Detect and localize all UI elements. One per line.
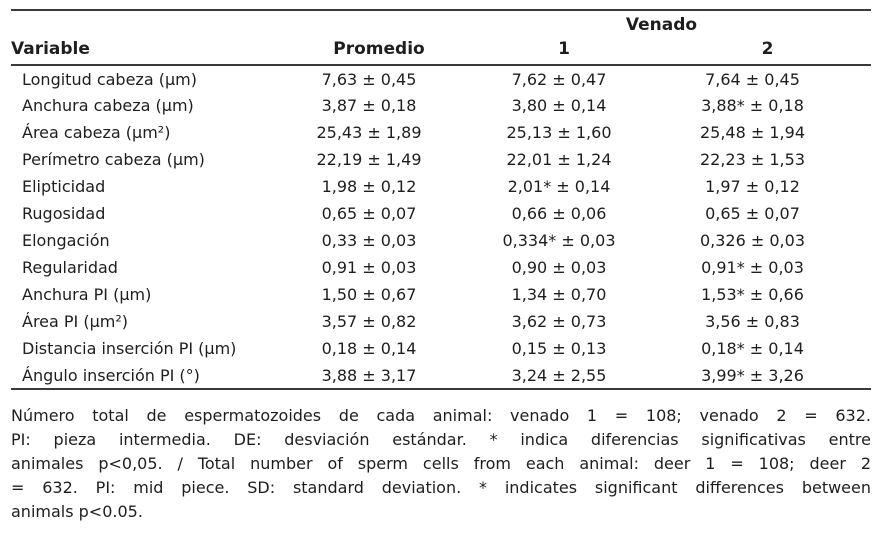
footnote-line: = 632. PI: mid piece. SD: standard devia… — [11, 478, 871, 497]
cell-venado-1: 3,24 ± 2,55 — [464, 362, 664, 390]
cell-promedio: 3,87 ± 0,18 — [321, 96, 417, 115]
table-row: Área PI (μm²) 3,57 ± 0,82 3,62 ± 0,73 3,… — [11, 308, 871, 335]
cell-variable: Ángulo inserción PI (°) — [11, 362, 294, 390]
table-row: Elipticidad 1,98 ± 0,12 2,01* ± 0,14 1,9… — [11, 173, 871, 200]
table-row: Elongación 0,33 ± 0,03 0,334* ± 0,03 0,3… — [11, 227, 871, 254]
cell-venado-2: 22,23 ± 1,53 — [699, 150, 805, 169]
cell-venado-2: 1,53* ± 0,66 — [701, 285, 804, 304]
cell-variable: Distancia inserción PI (μm) — [22, 339, 237, 358]
cell-variable: Anchura PI (μm) — [22, 285, 152, 304]
cell-promedio: 3,57 ± 0,82 — [321, 312, 417, 331]
cell-venado-1: 3,80 ± 0,14 — [511, 96, 607, 115]
cell-venado-2: 0,65 ± 0,07 — [705, 204, 800, 223]
table-row: Anchura PI (μm) 1,50 ± 0,67 1,34 ± 0,70 … — [11, 281, 871, 308]
cell-venado-2: 3,56 ± 0,83 — [705, 312, 800, 331]
table-row: Anchura cabeza (μm) 3,87 ± 0,18 3,80 ± 0… — [11, 92, 871, 119]
cell-venado-2: 1,97 ± 0,12 — [705, 177, 800, 196]
cell-variable: Rugosidad — [22, 204, 106, 223]
cell-variable: Anchura cabeza (μm) — [22, 96, 194, 115]
table-row: Regularidad 0,91 ± 0,03 0,90 ± 0,03 0,91… — [11, 254, 871, 281]
cell-venado-1: 25,13 ± 1,60 — [506, 123, 612, 142]
footnote-line: PI: pieza intermedia. DE: desviación est… — [11, 430, 871, 449]
footnote-line: Número total de espermatozoides de cada … — [11, 406, 871, 425]
col-header-venado-1: 1 — [464, 38, 664, 66]
cell-promedio: 0,91 ± 0,03 — [321, 258, 417, 277]
col-header-venado-2: 2 — [664, 38, 871, 66]
table-row: Rugosidad 0,65 ± 0,07 0,66 ± 0,06 0,65 ±… — [11, 200, 871, 227]
cell-venado-1: 7,62 ± 0,47 — [511, 69, 607, 89]
table-row: Distancia inserción PI (μm) 0,18 ± 0,14 … — [11, 335, 871, 362]
cell-venado-1: 0,334* ± 0,03 — [502, 231, 616, 250]
footnote: Número total de espermatozoides de cada … — [11, 404, 871, 524]
cell-venado-2: 3,99* ± 3,26 — [664, 362, 871, 390]
cell-variable: Área PI (μm²) — [22, 312, 129, 331]
group-header-spacer — [11, 10, 464, 38]
cell-variable: Longitud cabeza (μm) — [22, 69, 197, 89]
footnote-line: animales p<0,05. / Total number of sperm… — [11, 454, 871, 473]
cell-venado-1: 0,66 ± 0,06 — [511, 204, 607, 223]
cell-variable: Área cabeza (μm²) — [22, 123, 171, 142]
cell-venado-2: 0,91* ± 0,03 — [701, 258, 804, 277]
cell-variable: Elipticidad — [22, 177, 106, 196]
table-row: Ángulo inserción PI (°) 3,88 ± 3,17 3,24… — [11, 362, 871, 390]
cell-venado-1: 22,01 ± 1,24 — [506, 150, 612, 169]
sperm-morphometry-table: Venado Variable Promedio 1 2 Longitud ca… — [11, 9, 871, 390]
cell-promedio: 0,33 ± 0,03 — [321, 231, 417, 250]
cell-venado-1: 1,34 ± 0,70 — [511, 285, 607, 304]
cell-promedio: 7,63 ± 0,45 — [321, 69, 417, 89]
table-row: Perímetro cabeza (μm) 22,19 ± 1,49 22,01… — [11, 146, 871, 173]
table-row: Longitud cabeza (μm) 7,63 ± 0,45 7,62 ± … — [11, 65, 871, 92]
col-header-variable: Variable — [11, 38, 294, 66]
cell-venado-2: 0,326 ± 0,03 — [699, 231, 805, 250]
cell-venado-1: 0,15 ± 0,13 — [511, 339, 607, 358]
cell-promedio: 25,43 ± 1,89 — [316, 123, 422, 142]
col-header-promedio: Promedio — [294, 38, 464, 66]
cell-promedio: 1,50 ± 0,67 — [321, 285, 417, 304]
cell-promedio: 22,19 ± 1,49 — [316, 150, 422, 169]
cell-venado-1: 0,90 ± 0,03 — [511, 258, 607, 277]
cell-venado-2: 0,18* ± 0,14 — [701, 339, 804, 358]
cell-venado-1: 2,01* ± 0,14 — [507, 177, 611, 196]
table-body: Longitud cabeza (μm) 7,63 ± 0,45 7,62 ± … — [11, 65, 871, 390]
cell-variable: Perímetro cabeza (μm) — [22, 150, 205, 169]
cell-promedio: 0,65 ± 0,07 — [321, 204, 417, 223]
page: Venado Variable Promedio 1 2 Longitud ca… — [11, 9, 871, 524]
group-header-venado: Venado — [625, 15, 698, 35]
footnote-line: animals p<0.05. — [11, 502, 143, 521]
cell-variable: Regularidad — [22, 258, 118, 277]
cell-promedio: 0,18 ± 0,14 — [321, 339, 417, 358]
cell-promedio: 3,88 ± 3,17 — [294, 362, 464, 390]
cell-variable: Elongación — [22, 231, 110, 250]
cell-promedio: 1,98 ± 0,12 — [321, 177, 417, 196]
cell-venado-1: 3,62 ± 0,73 — [511, 312, 607, 331]
cell-venado-2: 25,48 ± 1,94 — [699, 123, 805, 142]
cell-venado-2: 7,64 ± 0,45 — [705, 69, 800, 89]
table-row: Área cabeza (μm²) 25,43 ± 1,89 25,13 ± 1… — [11, 119, 871, 146]
group-header-row: Venado — [11, 10, 871, 38]
column-header-row: Variable Promedio 1 2 — [11, 38, 871, 66]
cell-venado-2: 3,88* ± 0,18 — [701, 96, 804, 115]
